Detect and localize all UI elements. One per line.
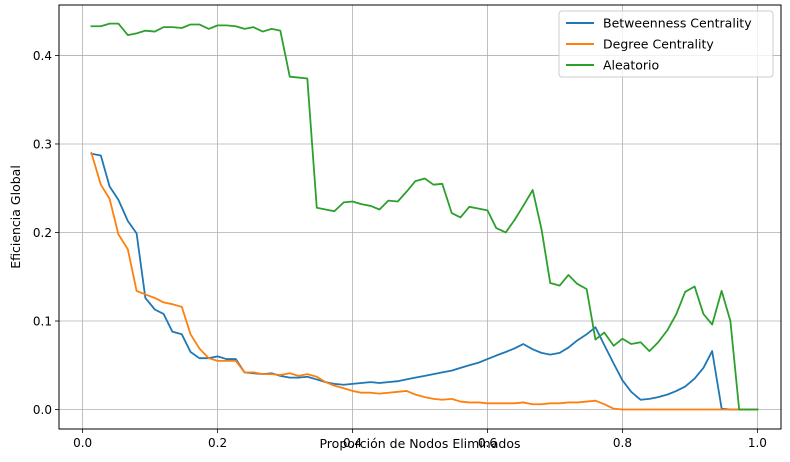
x-axis-label: Proporción de Nodos Eliminados [319, 436, 520, 451]
y-tick-label: 0.2 [33, 226, 52, 240]
y-tick-label: 0.4 [33, 49, 52, 63]
x-axis-ticks: 0.0 0.2 0.4 0.6 0.8 1.0 [73, 429, 767, 450]
series-lines [90, 22, 759, 411]
y-tick-label: 0.1 [33, 315, 52, 329]
x-tick-label: 0.2 [208, 436, 227, 450]
legend-label-degree: Degree Centrality [603, 37, 714, 52]
x-tick-label: 0.6 [478, 436, 497, 450]
axes-frame [58, 4, 782, 430]
x-tick-label: 0.8 [613, 436, 632, 450]
y-axis-label: Eficiencia Global [8, 165, 23, 269]
series-line-betweenness [90, 152, 759, 411]
x-tick-label: 0.0 [73, 436, 92, 450]
x-tick-label: 1.0 [748, 436, 767, 450]
series-line-degree [90, 151, 759, 411]
legend-box [558, 10, 774, 78]
x-tick-label: 0.4 [343, 436, 362, 450]
y-axis-ticks: 0.0 0.1 0.2 0.3 0.4 [33, 49, 59, 417]
legend-label-betweenness: Betweenness Centrality [603, 16, 752, 31]
series-line-aleatorio [90, 22, 759, 411]
y-tick-label: 0.3 [33, 137, 52, 151]
y-tick-label: 0.0 [33, 403, 52, 417]
legend-label-aleatorio: Aleatorio [603, 58, 659, 73]
legend: Betweenness Centrality Degree Centrality… [558, 10, 774, 78]
